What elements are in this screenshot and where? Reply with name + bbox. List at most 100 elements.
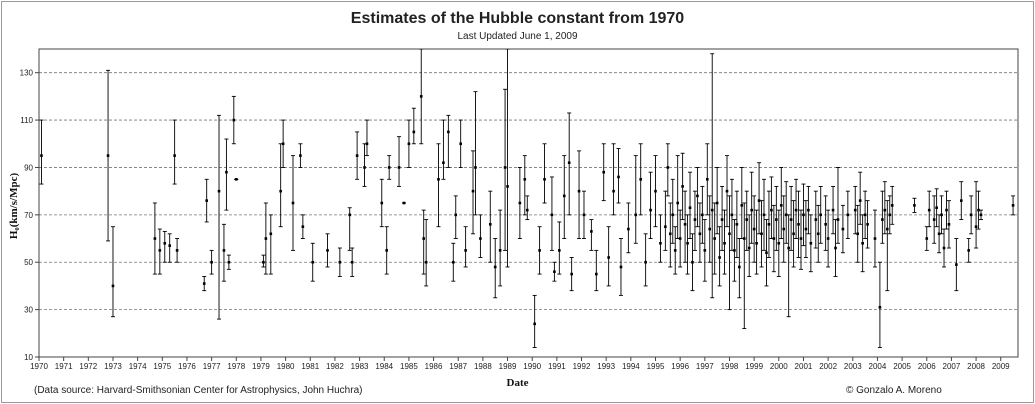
data-point (937, 232, 941, 236)
data-point (459, 142, 462, 146)
data-point (659, 241, 662, 245)
data-point (387, 166, 391, 169)
data-point (153, 237, 157, 240)
x-tick-label: 1973 (104, 362, 122, 371)
data-point (232, 118, 236, 122)
data-point (577, 189, 581, 193)
data-point (264, 237, 268, 240)
data-point (1011, 204, 1015, 207)
data-point (945, 208, 948, 212)
data-point (503, 166, 507, 169)
x-tick-label: 1978 (227, 362, 245, 371)
data-point (464, 249, 467, 252)
data-point (755, 241, 758, 245)
data-point (612, 189, 615, 193)
data-point (454, 213, 458, 217)
x-tick-label: 1986 (425, 362, 443, 371)
data-point (553, 270, 556, 274)
data-point (959, 199, 963, 202)
data-point (723, 241, 726, 245)
x-tick-label: 1996 (671, 362, 689, 371)
data-point (856, 232, 860, 236)
x-tick-label: 2005 (893, 362, 911, 371)
data-marks (39, 49, 1016, 348)
data-point (745, 218, 749, 221)
data-point (326, 249, 329, 252)
x-tick-label: 1987 (449, 362, 467, 371)
x-tick-label: 2009 (992, 362, 1010, 371)
data-point (698, 232, 702, 236)
x-tick-label: 1977 (203, 362, 221, 371)
data-point (779, 204, 783, 207)
data-point (730, 213, 734, 217)
data-point (762, 213, 766, 217)
plot-area-border (38, 48, 1019, 358)
data-point (853, 208, 857, 212)
data-point (619, 265, 623, 269)
data-point (977, 208, 980, 212)
data-point (562, 194, 566, 198)
x-tick-label: 1979 (252, 362, 270, 371)
data-point (437, 178, 440, 181)
data-point (607, 256, 610, 259)
x-tick-label: 2001 (795, 362, 813, 371)
data-point (888, 213, 892, 217)
data-point (834, 246, 837, 250)
data-point (886, 227, 889, 231)
data-point (752, 227, 756, 231)
data-point (595, 272, 598, 276)
data-point (617, 175, 620, 179)
data-point (671, 213, 675, 217)
x-tick-label: 1982 (326, 362, 344, 371)
data-point (974, 225, 978, 228)
data-point (826, 237, 830, 240)
data-point (784, 213, 788, 217)
data-point (725, 189, 729, 193)
data-point (866, 223, 869, 226)
x-tick-label: 2002 (819, 362, 837, 371)
data-point (385, 249, 389, 252)
data-point (474, 166, 477, 169)
data-point (538, 249, 541, 252)
data-point (279, 189, 282, 193)
data-point (747, 246, 751, 250)
data-point (338, 260, 342, 264)
data-point (772, 237, 776, 240)
data-point (158, 249, 162, 252)
data-point (471, 189, 475, 193)
data-point (942, 246, 946, 250)
data-point (397, 166, 401, 169)
data-point (740, 204, 744, 207)
data-point (846, 213, 850, 217)
x-tick-label: 1992 (573, 362, 591, 371)
data-point (163, 241, 167, 245)
data-point (488, 223, 492, 226)
data-point (380, 201, 384, 205)
data-point (639, 178, 643, 181)
data-point (947, 223, 951, 226)
data-point (202, 282, 206, 285)
data-point (767, 223, 771, 226)
data-point (262, 260, 265, 264)
data-point (691, 260, 694, 264)
x-tick-label: 2006 (918, 362, 936, 371)
data-point (644, 260, 647, 264)
data-point (797, 223, 800, 226)
data-point (493, 265, 497, 269)
data-point (311, 260, 315, 264)
data-point (890, 204, 894, 207)
data-point (40, 154, 43, 157)
data-point (348, 213, 352, 217)
data-point (217, 189, 221, 193)
x-tick-label: 1984 (375, 362, 393, 371)
data-point (720, 218, 724, 221)
data-point (742, 237, 746, 240)
data-point (451, 260, 455, 264)
data-point (447, 130, 450, 134)
data-point (350, 260, 354, 264)
data-point (506, 185, 509, 188)
x-axis-label: Date (506, 377, 529, 389)
x-tick-label: 2003 (844, 362, 862, 371)
data-point (770, 208, 773, 212)
